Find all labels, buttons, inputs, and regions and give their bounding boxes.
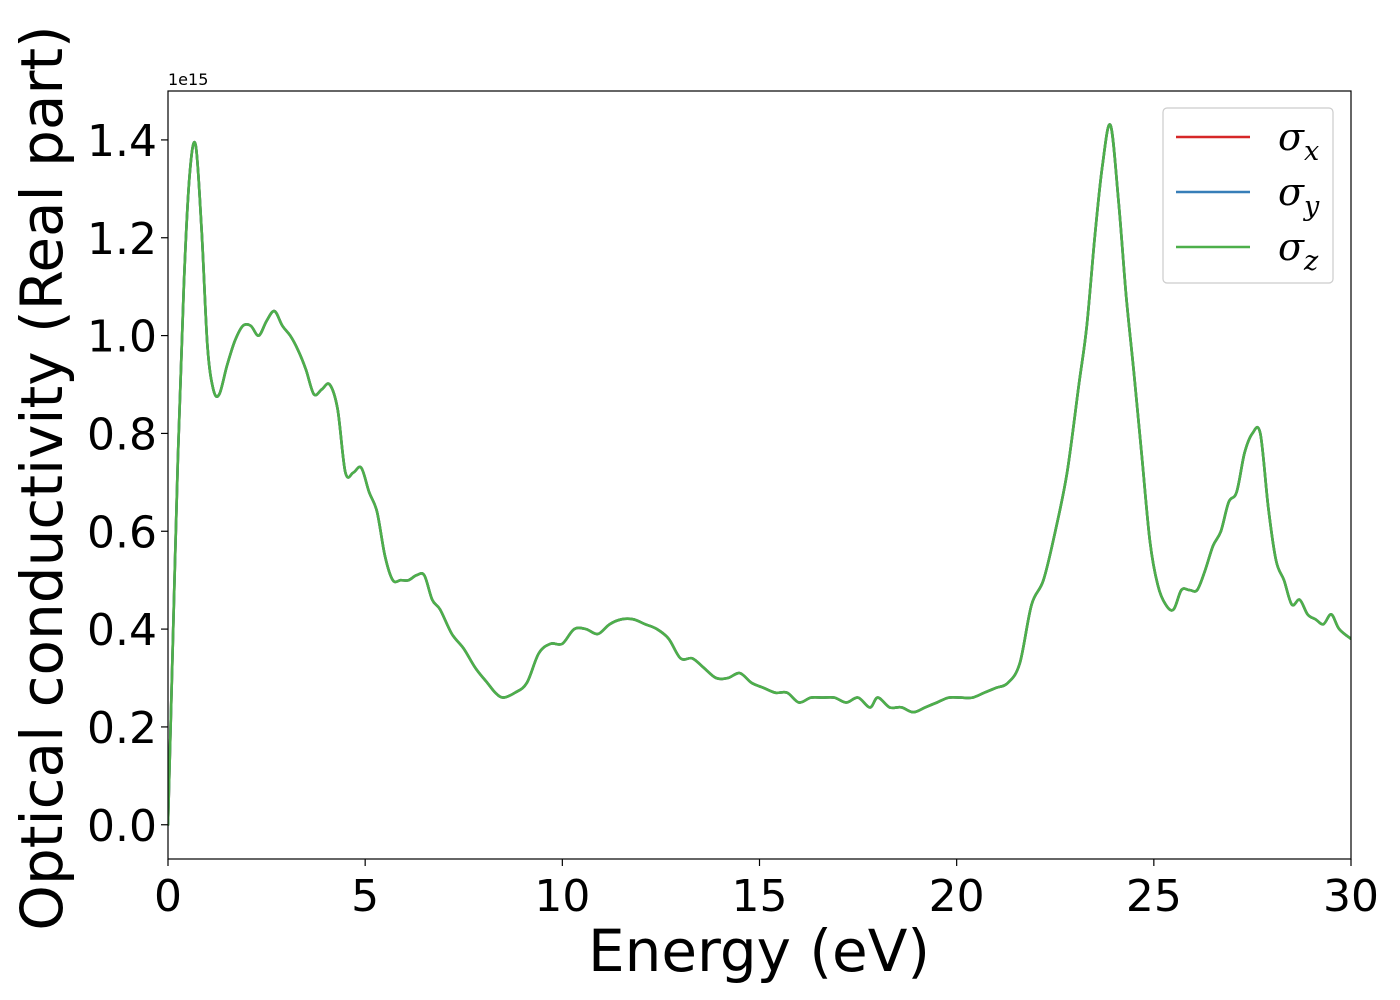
y-offset-label: 1e15	[168, 70, 208, 89]
series-layer	[168, 123, 1351, 827]
x-tick-label: 25	[1126, 871, 1182, 922]
x-axis: 0 5 10 15 20 25 30	[154, 859, 1379, 922]
y-tick-label: 0.8	[87, 409, 157, 460]
y-tick-label: 0.6	[87, 507, 157, 558]
legend-box	[1162, 107, 1334, 284]
y-axis-label: Optical conductivity (Real part)	[8, 25, 76, 930]
x-axis-label: Energy (eV)	[588, 917, 930, 985]
series-line-z	[168, 123, 1351, 827]
legend-label-z: σz	[1278, 225, 1319, 277]
legend-label-y: σy	[1278, 170, 1320, 222]
y-tick-label: 0.4	[87, 605, 157, 656]
y-tick-label: 1.2	[87, 214, 157, 265]
legend-label-x: σx	[1278, 115, 1319, 167]
y-tick-label: 0.2	[87, 703, 157, 754]
y-tick-label: 1.4	[87, 116, 157, 167]
x-tick-label: 30	[1323, 871, 1379, 922]
x-tick-label: 15	[732, 871, 788, 922]
y-tick-label: 1.0	[87, 312, 157, 363]
y-axis: 0.0 0.2 0.4 0.6 0.8 1.0 1.2 1.4	[87, 116, 168, 852]
x-tick-label: 10	[534, 871, 590, 922]
y-tick-label: 0.0	[87, 801, 157, 852]
x-tick-label: 0	[154, 871, 182, 922]
x-tick-label: 5	[351, 871, 379, 922]
x-tick-label: 20	[929, 871, 985, 922]
